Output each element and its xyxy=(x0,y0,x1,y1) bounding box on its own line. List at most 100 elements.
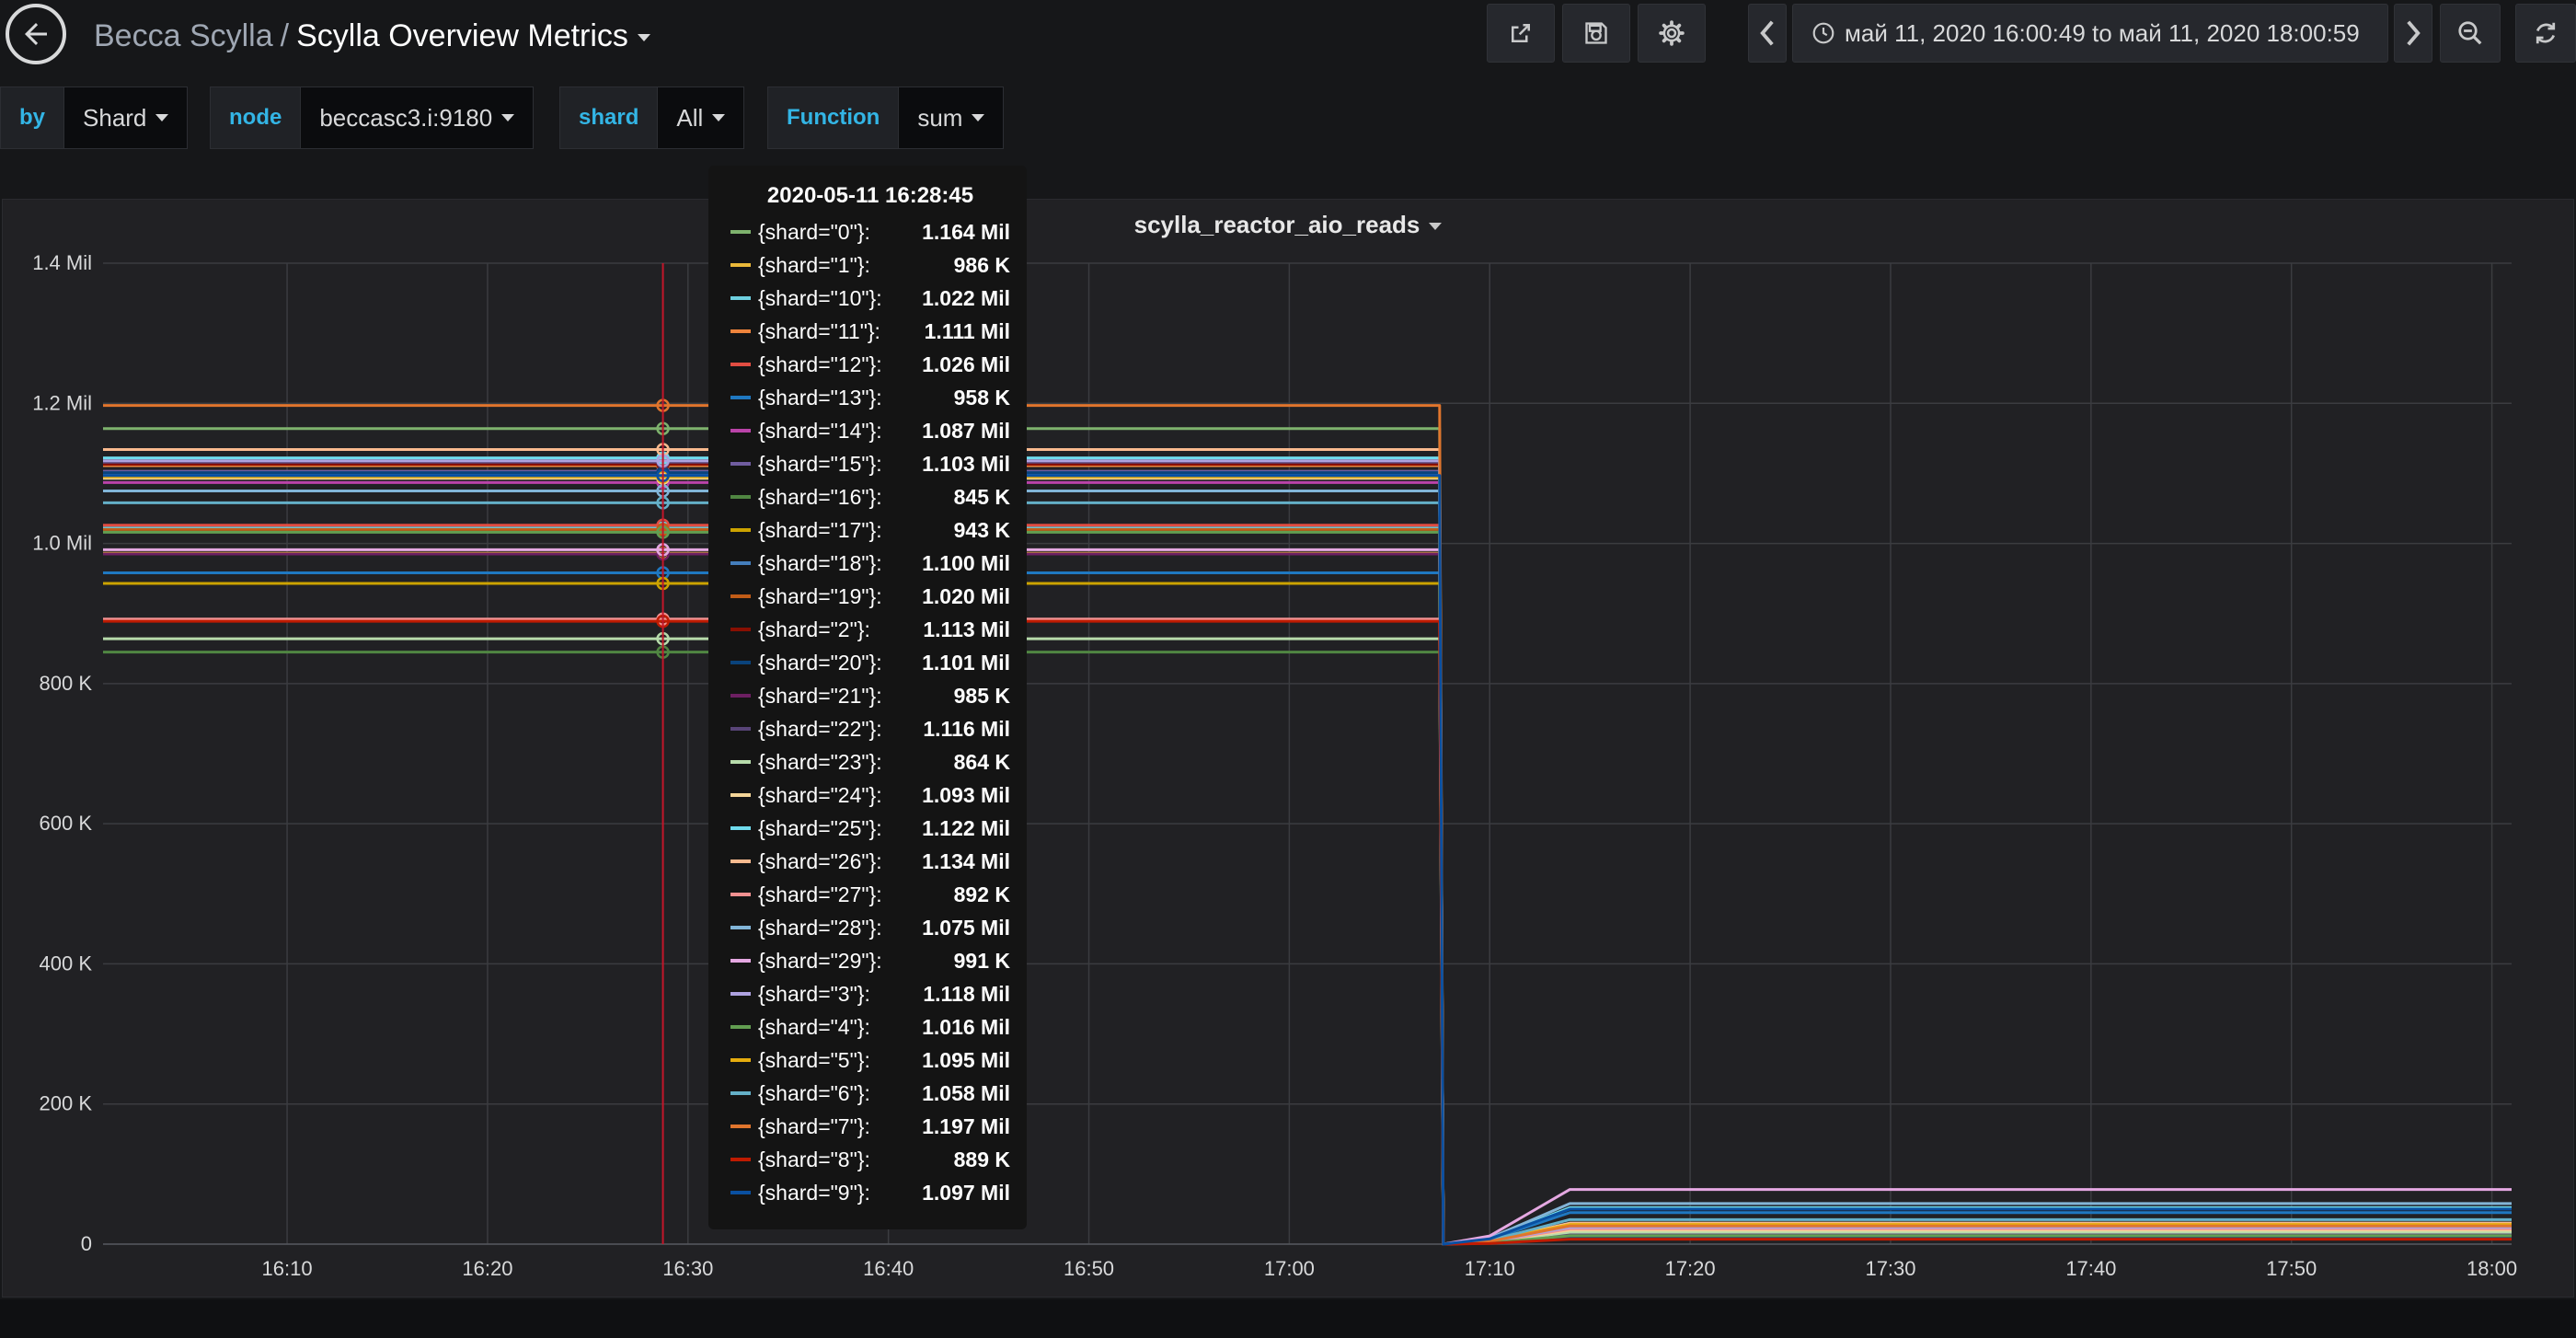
series-value: 1.093 Mil xyxy=(922,782,1010,807)
tooltip-row: {shard="10"}: 1.022 Mil xyxy=(730,282,1010,315)
series-color-swatch xyxy=(730,1125,751,1128)
series-value: 1.113 Mil xyxy=(923,617,1010,641)
chevron-down-icon[interactable] xyxy=(1429,223,1443,231)
time-range-label: май 11, 2020 16:00:49 to май 11, 2020 18… xyxy=(1845,18,2360,47)
series-color-swatch xyxy=(730,859,751,863)
variable-label: node xyxy=(210,87,302,149)
floppy-disk-icon xyxy=(1585,22,1607,44)
tooltip-row: {shard="6"}: 1.058 Mil xyxy=(730,1077,1010,1110)
series-color-swatch xyxy=(730,528,751,532)
variable-label: Function xyxy=(767,87,900,149)
series-name: {shard="26"}: xyxy=(758,848,882,873)
tooltip-row: {shard="12"}: 1.026 Mil xyxy=(730,348,1010,381)
variable-by-select[interactable]: Shard xyxy=(64,87,189,149)
series-name: {shard="14"}: xyxy=(758,418,882,443)
variable-shard-select[interactable]: All xyxy=(658,87,745,149)
series-name: {shard="9"}: xyxy=(758,1180,870,1205)
x-tick-label: 16:20 xyxy=(462,1257,512,1280)
series-value: 1.101 Mil xyxy=(922,650,1010,675)
clock-icon xyxy=(1812,22,1834,44)
y-tick-label: 800 K xyxy=(40,672,93,695)
variable-value: sum xyxy=(917,103,963,132)
series-value: 1.164 Mil xyxy=(922,219,1010,244)
series-color-swatch xyxy=(730,296,751,300)
x-tick-label: 16:50 xyxy=(1064,1257,1114,1280)
panel-title-text[interactable]: scylla_reactor_aio_reads xyxy=(1133,211,1420,238)
series-name: {shard="11"}: xyxy=(758,318,880,343)
y-axis-labels: 0 200 K 400 K 600 K 800 K 1.0 Mil 1.2 Mil 1.4 M… xyxy=(32,251,92,1255)
series-name: {shard="4"}: xyxy=(758,1014,870,1039)
breadcrumb[interactable]: Becca Scylla / Scylla Overview Metrics xyxy=(94,13,650,59)
refresh-icon xyxy=(2536,22,2556,44)
save-dashboard-button[interactable] xyxy=(1562,4,1630,63)
back-button[interactable] xyxy=(6,4,66,64)
series-color-swatch xyxy=(730,1025,751,1029)
series-name: {shard="25"}: xyxy=(758,815,882,840)
variable-function-select[interactable]: sum xyxy=(899,87,1005,149)
chevron-down-icon[interactable] xyxy=(637,34,650,42)
tooltip-row: {shard="15"}: 1.103 Mil xyxy=(730,447,1010,480)
time-shift-forward-button[interactable] xyxy=(2394,4,2432,63)
series-value: 864 K xyxy=(953,749,1010,774)
dashboard-title[interactable]: Scylla Overview Metrics xyxy=(296,18,628,53)
settings-button[interactable] xyxy=(1638,4,1706,63)
variable-label: shard xyxy=(559,87,659,149)
series-name: {shard="12"}: xyxy=(758,352,882,376)
y-tick-label: 400 K xyxy=(40,952,93,975)
time-range-picker[interactable]: май 11, 2020 16:00:49 to май 11, 2020 18… xyxy=(1792,4,2388,63)
tooltip-row: {shard="7"}: 1.197 Mil xyxy=(730,1110,1010,1143)
tooltip-row: {shard="0"}: 1.164 Mil xyxy=(730,215,1010,248)
chevron-down-icon xyxy=(501,114,515,121)
series-value: 1.134 Mil xyxy=(922,848,1010,873)
series-value: 1.111 Mil xyxy=(924,318,1010,343)
tooltip-row: {shard="26"}: 1.134 Mil xyxy=(730,845,1010,878)
series-color-swatch xyxy=(730,893,751,896)
y-tick-label: 1.4 Mil xyxy=(32,251,92,274)
chevron-down-icon xyxy=(155,114,169,121)
series-name: {shard="8"}: xyxy=(758,1147,870,1171)
series-name: {shard="15"}: xyxy=(758,451,882,476)
panel-title[interactable]: scylla_reactor_aio_reads xyxy=(0,206,2576,243)
tooltip-rows: {shard="0"}: 1.164 Mil {shard="1"}: 986 K {s… xyxy=(730,215,1010,1209)
tooltip-row: {shard="4"}: 1.016 Mil xyxy=(730,1010,1010,1044)
variable-node: node beccasc3.i:9180 xyxy=(210,87,535,149)
series-value: 1.022 Mil xyxy=(922,285,1010,310)
share-button[interactable] xyxy=(1487,4,1555,63)
series-name: {shard="29"}: xyxy=(758,948,882,973)
zoom-out-button[interactable] xyxy=(2440,4,2501,63)
series-color-swatch xyxy=(730,495,751,499)
time-shift-back-button[interactable] xyxy=(1748,4,1787,63)
series-value: 1.103 Mil xyxy=(922,451,1010,476)
tooltip-time: 2020-05-11 16:28:45 xyxy=(766,183,974,208)
refresh-button[interactable] xyxy=(2515,4,2576,63)
series-line xyxy=(103,471,2512,1246)
series-name: {shard="0"}: xyxy=(758,219,870,244)
series-name: {shard="5"}: xyxy=(758,1047,870,1072)
series-value: 991 K xyxy=(953,948,1010,973)
series-name: {shard="13"}: xyxy=(758,385,882,409)
series-color-swatch xyxy=(730,429,751,433)
series-color-swatch xyxy=(730,992,751,996)
tooltip-row: {shard="14"}: 1.087 Mil xyxy=(730,414,1010,447)
tooltip-row: {shard="27"}: 892 K xyxy=(730,878,1010,911)
graph-panel xyxy=(2,199,2574,1298)
variable-node-select[interactable]: beccasc3.i:9180 xyxy=(301,87,535,149)
series-value: 986 K xyxy=(953,252,1010,277)
series-color-swatch xyxy=(730,694,751,698)
series-name: {shard="23"}: xyxy=(758,749,882,774)
folder-name[interactable]: Becca Scylla xyxy=(94,18,273,53)
series-value: 845 K xyxy=(953,484,1010,509)
series-line xyxy=(103,571,2512,1246)
x-tick-label: 17:20 xyxy=(1665,1257,1716,1280)
tooltip-row: {shard="19"}: 1.020 Mil xyxy=(730,580,1010,613)
y-tick-label: 0 xyxy=(81,1232,92,1255)
series-color-swatch xyxy=(730,1158,751,1161)
chevron-right-icon xyxy=(2407,20,2421,46)
variable-shard: shard All xyxy=(559,87,745,149)
series-line xyxy=(103,551,2512,1246)
tooltip-row: {shard="29"}: 991 K xyxy=(730,944,1010,977)
y-tick-label: 1.2 Mil xyxy=(32,391,92,414)
x-tick-label: 16:40 xyxy=(863,1257,914,1280)
x-tick-label: 16:10 xyxy=(262,1257,313,1280)
